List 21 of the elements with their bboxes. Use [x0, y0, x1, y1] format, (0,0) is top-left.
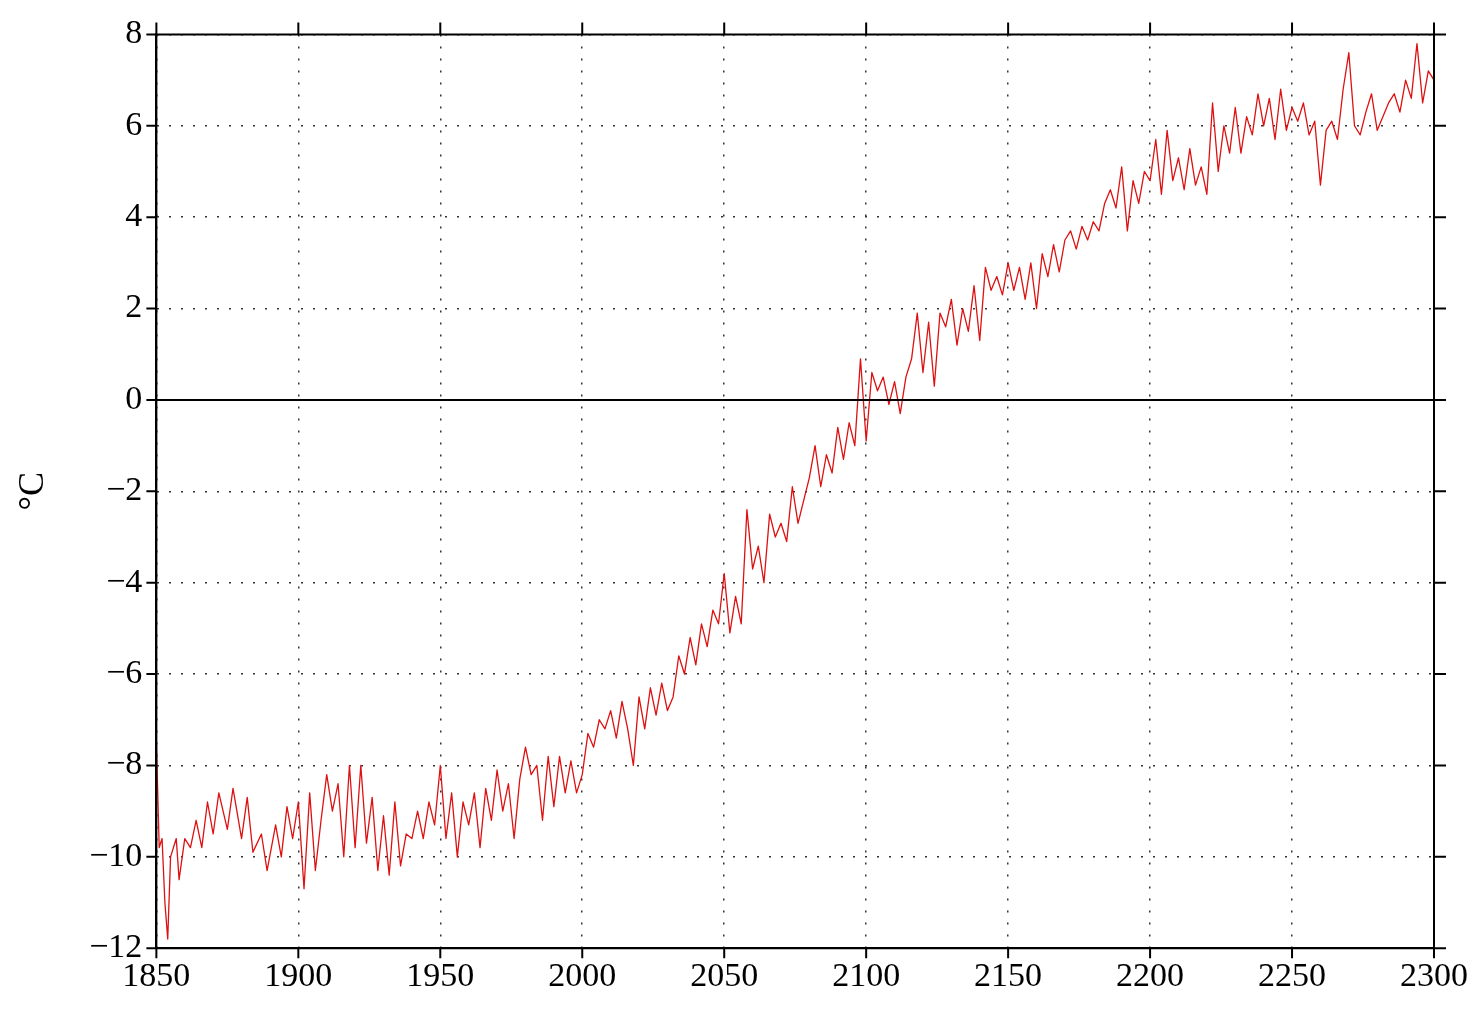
y-tick-label: 6 [125, 104, 143, 142]
x-tick-label: 2050 [690, 955, 759, 993]
x-tick-label: 2000 [548, 955, 617, 993]
y-tick-label: 8 [125, 13, 143, 51]
y-tick-label: 4 [125, 196, 143, 234]
x-tick-label: 2300 [1400, 955, 1468, 993]
x-tick-label: 2100 [832, 955, 901, 993]
y-tick-label: 2 [125, 287, 143, 325]
x-tick-label: 1950 [406, 955, 475, 993]
x-tick-label: 2150 [974, 955, 1043, 993]
y-tick-label: −12 [89, 927, 143, 965]
x-tick-label: 2200 [1116, 955, 1185, 993]
x-tick-label: 2250 [1258, 955, 1327, 993]
y-tick-label: 0 [125, 378, 143, 416]
y-axis-title: °C [11, 472, 52, 511]
y-tick-label: −2 [106, 470, 143, 508]
y-tick-label: −4 [106, 561, 143, 599]
x-tick-label: 1900 [264, 955, 333, 993]
y-tick-label: −8 [106, 744, 143, 782]
y-tick-label: −6 [106, 652, 143, 690]
y-tick-label: −10 [89, 835, 143, 873]
